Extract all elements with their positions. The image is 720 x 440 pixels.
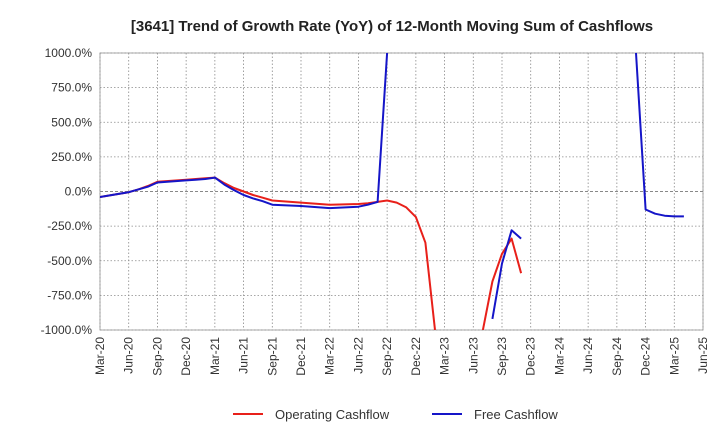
y-tick-label: -500.0% [47, 254, 92, 268]
x-tick-label: Mar-23 [438, 337, 452, 375]
x-tick-label: Dec-21 [294, 337, 308, 376]
x-tick-label: Sep-20 [150, 337, 164, 376]
x-tick-label: Mar-24 [552, 337, 566, 375]
x-tick-label: Dec-24 [639, 337, 653, 376]
x-tick-label: Sep-23 [495, 337, 509, 376]
y-tick-label: 500.0% [51, 115, 92, 129]
series-layer [100, 53, 684, 330]
x-tick-label: Mar-20 [93, 337, 107, 375]
x-tick-label: Jun-21 [237, 337, 251, 374]
series-line-operating-cashflow [481, 237, 523, 330]
y-tick-label: 0.0% [65, 185, 93, 199]
x-tick-label: Sep-21 [265, 337, 279, 376]
x-tick-label: Jun-23 [466, 337, 480, 374]
y-tick-label: -250.0% [47, 219, 92, 233]
legend-label-free-cashflow: Free Cashflow [474, 407, 558, 422]
x-tick-label: Jun-22 [351, 337, 365, 374]
x-tick-label: Sep-24 [610, 337, 624, 376]
legend-label-operating-cashflow: Operating Cashflow [275, 407, 390, 422]
series-line-free-cashflow [491, 229, 522, 320]
x-tick-label: Jun-24 [581, 337, 595, 374]
y-tick-label: -750.0% [47, 288, 92, 302]
x-tick-label: Mar-22 [323, 337, 337, 375]
x-tick-label: Dec-23 [524, 337, 538, 376]
y-tick-label: 250.0% [51, 150, 92, 164]
x-tick-label: Mar-25 [667, 337, 681, 375]
series-line-free-cashflow [635, 53, 684, 218]
x-tick-label: Jun-20 [122, 337, 136, 374]
y-tick-labels: 1000.0% 750.0% 500.0% 250.0% 0.0% -250.0% -500… [41, 46, 93, 337]
x-tick-label: Mar-21 [208, 337, 222, 375]
x-tick-label: Dec-20 [179, 337, 193, 376]
x-tick-label: Dec-22 [409, 337, 423, 376]
y-tick-label: -1000.0% [41, 323, 93, 337]
y-tick-label: 750.0% [51, 81, 92, 95]
x-tick-labels: Mar-20 Jun-20 Sep-20 Dec-20 Mar-21 Jun-21 Sep-… [93, 337, 710, 376]
grid-layer [99, 52, 704, 331]
y-tick-label: 1000.0% [45, 46, 93, 60]
chart-title: [3641] Trend of Growth Rate (YoY) of 12-… [131, 18, 653, 35]
series-line-free-cashflow [100, 53, 389, 210]
x-tick-label: Jun-25 [696, 337, 710, 374]
x-tick-label: Sep-22 [380, 337, 394, 376]
legend: Operating Cashflow Free Cashflow [233, 407, 558, 422]
